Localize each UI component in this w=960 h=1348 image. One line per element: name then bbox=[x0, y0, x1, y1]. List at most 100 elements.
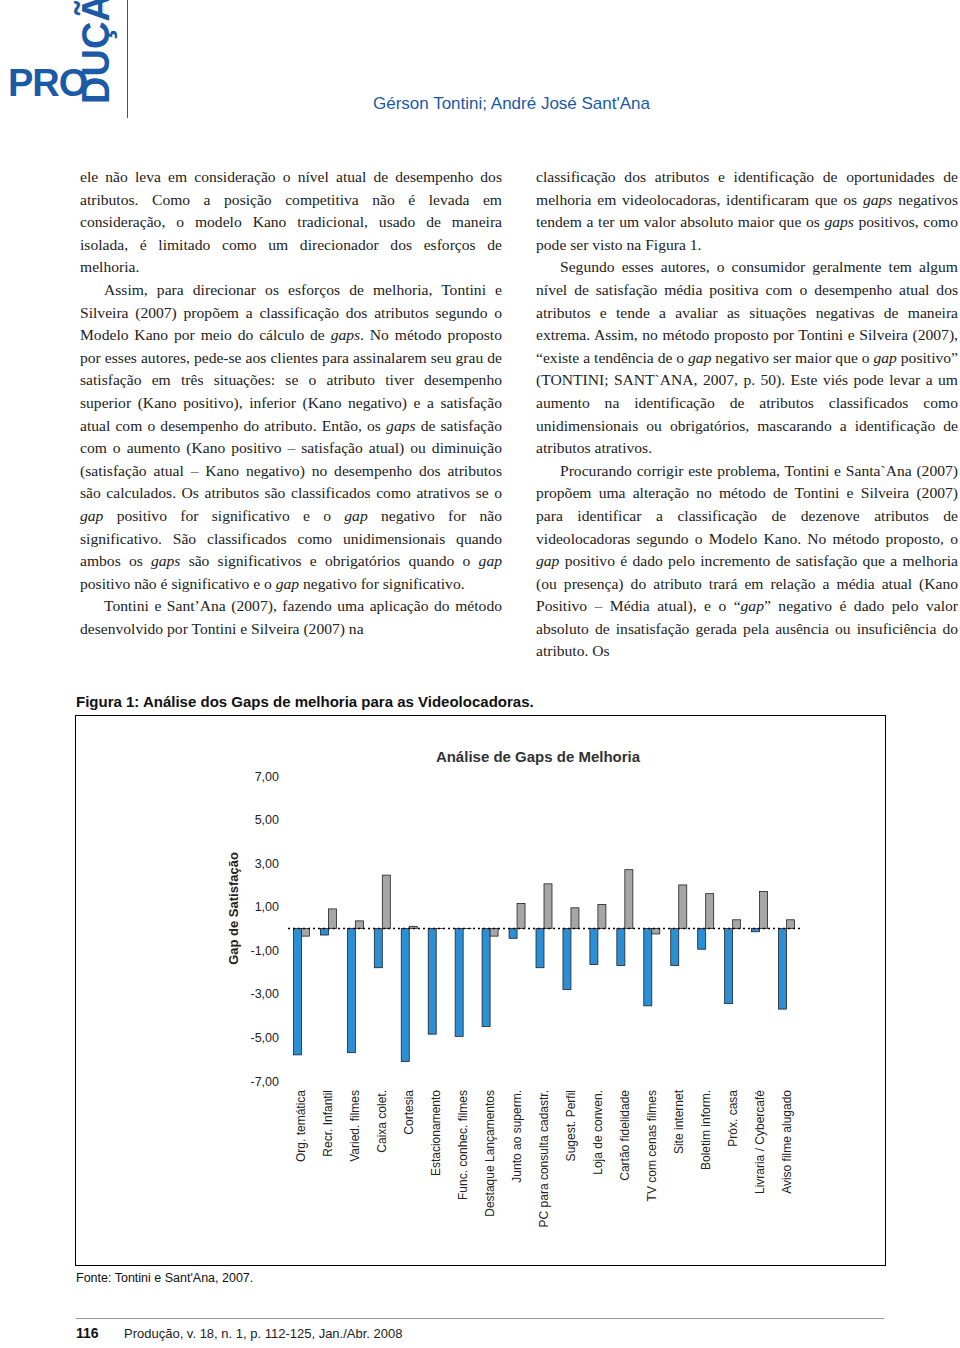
bar bbox=[455, 929, 463, 1037]
x-tick-label: Org. temática bbox=[294, 1090, 308, 1162]
journal-ref: Produção, v. 18, n. 1, p. 112-125, Jan./… bbox=[124, 1326, 402, 1341]
emphasis: gaps bbox=[151, 552, 180, 569]
emphasis: gaps bbox=[386, 417, 415, 434]
bar bbox=[652, 929, 660, 934]
x-tick-label: Junto ao superm. bbox=[510, 1090, 524, 1183]
x-tick-label: Destaque Lançamentos bbox=[483, 1090, 497, 1217]
emphasis: gaps bbox=[824, 213, 853, 230]
bar bbox=[779, 929, 787, 1010]
bar bbox=[698, 929, 706, 950]
x-tick-label: Func. conhec. filmes bbox=[456, 1090, 470, 1200]
y-tick bbox=[282, 819, 285, 820]
y-tick bbox=[282, 863, 285, 864]
footer-rule bbox=[76, 1318, 884, 1319]
paragraph: Procurando corrigir este problema, Tonti… bbox=[536, 460, 958, 663]
bar bbox=[490, 929, 498, 937]
text-run: Tontini e Sant’Ana (2007), fazendo uma a… bbox=[80, 597, 502, 637]
bar bbox=[787, 920, 795, 929]
x-tick-label: Site internet bbox=[672, 1089, 686, 1154]
x-tick-label: TV com cenas filmes bbox=[645, 1090, 659, 1201]
header-rule bbox=[127, 0, 128, 118]
emphasis: gap bbox=[344, 507, 367, 524]
bar bbox=[644, 929, 652, 1006]
paragraph: Assim, para direcionar os esforços de me… bbox=[80, 279, 502, 595]
x-tick-label: Caixa colet. bbox=[375, 1090, 389, 1153]
bar bbox=[598, 905, 606, 929]
paragraph: ele não leva em consideração o nível atu… bbox=[80, 166, 502, 279]
y-axis-title: Gap de Satisfação bbox=[226, 852, 241, 965]
bar bbox=[536, 929, 544, 968]
text-run: são significativos e obrigatórios quando… bbox=[180, 552, 478, 569]
x-tick-label: Próx. casa bbox=[726, 1090, 740, 1147]
bar bbox=[706, 894, 714, 929]
text-column: ele não leva em consideração o nível atu… bbox=[80, 166, 502, 640]
chart-title: Análise de Gaps de Melhoria bbox=[436, 748, 641, 765]
bar bbox=[355, 921, 363, 929]
x-tick-label: Loja de conven. bbox=[591, 1090, 605, 1175]
bar bbox=[617, 929, 625, 966]
bar bbox=[382, 875, 390, 928]
emphasis: gap bbox=[80, 507, 103, 524]
y-tick bbox=[282, 993, 285, 994]
bar bbox=[679, 885, 687, 929]
paragraph: Segundo esses autores, o consumidor gera… bbox=[536, 256, 958, 459]
text-run: negativo ser maior que o bbox=[711, 349, 873, 366]
bar bbox=[374, 929, 382, 968]
page-number: 116 bbox=[76, 1325, 99, 1341]
x-tick-label: Sugest. Perfil bbox=[564, 1090, 578, 1161]
emphasis: gap bbox=[479, 552, 502, 569]
emphasis: gap bbox=[276, 575, 299, 592]
y-tick-label: -7,00 bbox=[251, 1075, 280, 1089]
y-tick-label: 1,00 bbox=[255, 900, 279, 914]
bar bbox=[347, 929, 355, 1053]
bar bbox=[509, 929, 517, 939]
bar bbox=[760, 891, 768, 928]
paragraph: classificação dos atributos e identifica… bbox=[536, 166, 958, 256]
text-run: Procurando corrigir este problema, Tonti… bbox=[536, 462, 958, 547]
emphasis: gap bbox=[536, 552, 559, 569]
bar bbox=[482, 929, 490, 1027]
bar bbox=[563, 929, 571, 990]
figure-caption: Figura 1: Análise dos Gaps de melhoria p… bbox=[76, 693, 534, 710]
bar bbox=[733, 920, 741, 929]
figure-frame bbox=[76, 716, 886, 1266]
y-tick-label: 3,00 bbox=[255, 857, 279, 871]
y-tick bbox=[282, 1037, 285, 1038]
x-tick-label: Estacionamento bbox=[429, 1090, 443, 1176]
y-tick-label: 5,00 bbox=[255, 813, 279, 827]
bar bbox=[571, 908, 579, 929]
y-tick bbox=[282, 950, 285, 951]
emphasis: gaps bbox=[863, 191, 892, 208]
x-tick-label: Recr. Infantil bbox=[321, 1090, 335, 1157]
text-run: negativo for significativo. bbox=[299, 575, 464, 592]
bar bbox=[517, 903, 525, 928]
paragraph: Tontini e Sant’Ana (2007), fazendo uma a… bbox=[80, 595, 502, 640]
figure-source: Fonte: Tontini e Sant'Ana, 2007. bbox=[76, 1271, 253, 1285]
bar bbox=[544, 884, 552, 929]
y-tick bbox=[282, 1081, 285, 1082]
x-tick-label: Aviso filme alugado bbox=[780, 1090, 794, 1194]
x-tick-label: Livraria / Cybercafé bbox=[753, 1090, 767, 1194]
bar bbox=[301, 929, 309, 937]
emphasis: gaps bbox=[331, 326, 360, 343]
x-tick-label: Cartão fidelidade bbox=[618, 1090, 632, 1181]
bar bbox=[625, 870, 633, 929]
bar bbox=[320, 929, 328, 936]
bar bbox=[725, 929, 733, 1004]
x-tick-label: Cortesia bbox=[402, 1090, 416, 1135]
x-tick-label: Boletim inform. bbox=[699, 1090, 713, 1170]
bar bbox=[293, 929, 301, 1055]
zero-line bbox=[288, 928, 800, 929]
emphasis: gap bbox=[741, 597, 764, 614]
y-tick-label: -3,00 bbox=[251, 987, 280, 1001]
emphasis: gap bbox=[688, 349, 711, 366]
chart: Análise de Gaps de Melhoria Gap de Satisf… bbox=[0, 0, 960, 1348]
bar bbox=[671, 929, 679, 966]
y-tick-label: 7,00 bbox=[255, 770, 279, 784]
bars bbox=[293, 870, 794, 1062]
text-run: positivo for significativo e o bbox=[103, 507, 344, 524]
x-tick-label: PC para consulta cadastr. bbox=[537, 1090, 551, 1227]
header-authors: Gérson Tontini; André José Sant'Ana bbox=[373, 94, 650, 114]
emphasis: gap bbox=[874, 349, 897, 366]
y-tick bbox=[282, 906, 285, 907]
